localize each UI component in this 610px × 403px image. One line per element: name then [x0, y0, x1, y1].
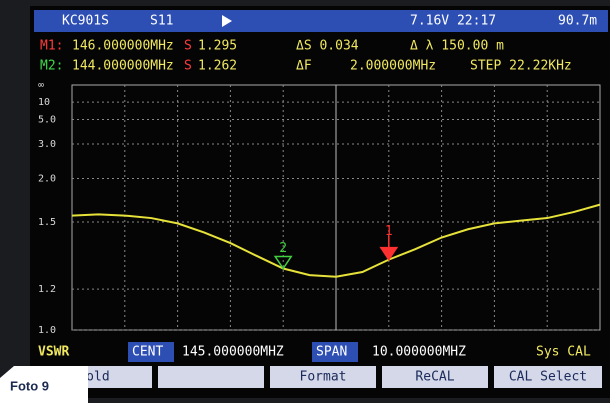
span-value: 10.000000MHZ: [372, 345, 466, 360]
y-tick-label: 10: [38, 97, 50, 108]
m2-freq: 144.000000MHz: [72, 59, 174, 74]
format: VSWR: [38, 345, 69, 360]
y-tick-label: 1.0: [38, 325, 56, 336]
status-extra: 90.7m: [558, 14, 597, 29]
span-label: SPAN: [316, 345, 347, 360]
y-top-label: ∞: [38, 80, 44, 91]
softkey-label[interactable]: Format: [300, 370, 347, 385]
status: 7.16V 22:17: [410, 14, 496, 29]
y-tick-label: 2.0: [38, 174, 56, 185]
m1-label: M1:: [40, 39, 63, 54]
screen: KC901S S11 7.16V 22:17 90.7m M1: 146.000…: [0, 0, 610, 403]
page: KC901S S11 7.16V 22:17 90.7m M1: 146.000…: [0, 0, 610, 403]
y-tick-label: 1.5: [38, 217, 56, 228]
softkey[interactable]: [158, 366, 264, 388]
marker-label: 2: [279, 241, 287, 256]
softkey-label[interactable]: ReCAL: [415, 370, 454, 385]
m1-delta-s: ΔS 0.034: [296, 39, 359, 54]
m1-s-label: S: [184, 39, 192, 54]
device-name: KC901S: [62, 14, 109, 29]
m2-delta-f: 2.000000MHz: [350, 59, 436, 74]
m1-delta-lambda: Δ λ 150.00 m: [410, 39, 504, 54]
photo-label: Foto 9: [10, 378, 49, 393]
m1-freq: 146.000000MHz: [72, 39, 174, 54]
mode: S11: [150, 14, 173, 29]
cent-label: CENT: [132, 345, 163, 360]
m2-label: M2:: [40, 59, 63, 74]
status-bar: [34, 10, 608, 32]
m2-delta-f-label: ΔF: [296, 59, 312, 74]
cal-status: Sys CAL: [536, 345, 591, 360]
cent-value: 145.000000MHZ: [182, 345, 284, 360]
m2-s-value: 1.262: [198, 59, 237, 74]
softkey-label[interactable]: CAL Select: [509, 370, 587, 385]
y-tick-label: 5.0: [38, 115, 56, 126]
m2-s-label: S: [184, 59, 192, 74]
m2-step: STEP 22.22KHz: [470, 59, 572, 74]
marker-label: 1: [385, 224, 393, 239]
y-tick-label: 1.2: [38, 284, 56, 295]
y-tick-label: 3.0: [38, 139, 56, 150]
m1-s-value: 1.295: [198, 39, 237, 54]
